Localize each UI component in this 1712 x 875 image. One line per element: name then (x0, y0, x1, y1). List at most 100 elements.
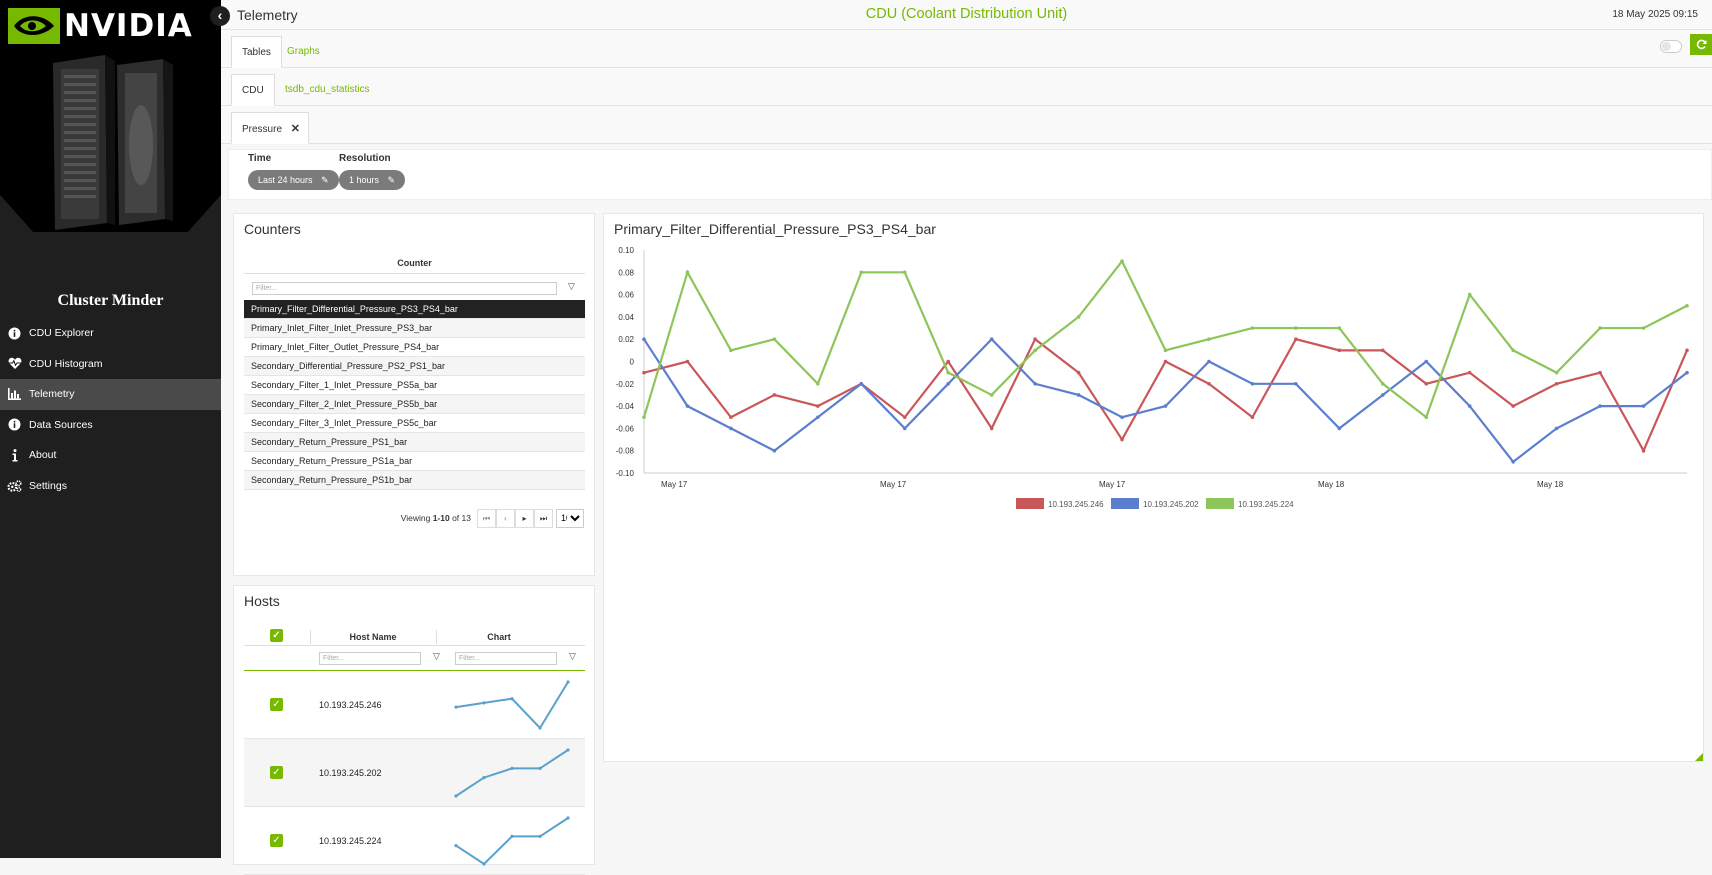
series-point (1294, 337, 1298, 341)
host-ip: 10.193.245.202 (319, 768, 382, 778)
auto-refresh-toggle[interactable] (1660, 40, 1682, 53)
counter-row[interactable]: Secondary_Return_Pressure_PS1b_bar (244, 471, 585, 490)
series-point (642, 370, 646, 375)
counter-list: Primary_Filter_Differential_Pressure_PS3… (244, 300, 585, 490)
nav-item-cdu-explorer[interactable]: CDU Explorer (0, 318, 221, 349)
y-tick-label: 0 (630, 358, 635, 367)
series-point (1380, 348, 1385, 353)
hosts-table-header: ✓ Host Name Chart (244, 629, 585, 646)
counter-row[interactable]: Secondary_Differential_Pressure_PS2_PS1_… (244, 357, 585, 376)
time-range-value: Last 24 hours (258, 175, 313, 185)
series-point (1076, 315, 1081, 319)
series-point (1467, 404, 1472, 408)
nav-item-about[interactable]: About (0, 440, 221, 471)
host-sparkline (454, 816, 570, 866)
counter-row[interactable]: Secondary_Filter_3_Inlet_Pressure_PS5c_b… (244, 414, 585, 433)
chart-filter-input[interactable]: Filter... (455, 652, 557, 665)
tab-pressure[interactable]: Pressure ✕ (231, 112, 310, 144)
filter-funnel-icon[interactable]: ▽ (433, 651, 440, 661)
host-checkbox[interactable]: ✓ (270, 834, 283, 847)
series-point (1207, 337, 1211, 341)
counters-panel: Counters Counter Filter... ▽ Primary_Fil… (233, 213, 595, 576)
host-row[interactable]: ✓ 10.193.245.224 (244, 807, 585, 875)
legend-swatch (1111, 498, 1139, 509)
counter-row[interactable]: Secondary_Return_Pressure_PS1_bar (244, 433, 585, 452)
series-point (642, 337, 646, 341)
pencil-icon: ✎ (321, 175, 329, 185)
close-icon[interactable]: ✕ (290, 123, 301, 135)
series-point (1424, 359, 1429, 364)
series-point (685, 359, 690, 364)
host-name-filter-input[interactable]: Filter... (319, 652, 421, 665)
series-point (729, 348, 733, 353)
host-checkbox[interactable]: ✓ (270, 766, 283, 779)
time-range-pill[interactable]: Last 24 hours ✎ (248, 170, 339, 190)
host-row[interactable]: ✓ 10.193.245.246 (244, 671, 585, 739)
series-point (1554, 370, 1559, 375)
nav-label: CDU Histogram (29, 357, 103, 370)
tab-tsdb-cdu-statistics[interactable]: tsdb_cdu_statistics (285, 84, 370, 95)
host-row[interactable]: ✓ 10.193.245.202 (244, 739, 585, 807)
resolution-pill[interactable]: 1 hours ✎ (339, 170, 406, 190)
tab-tables[interactable]: Tables (231, 36, 282, 68)
series-point (729, 426, 733, 431)
gears-icon (7, 478, 22, 493)
nav-item-data-sources[interactable]: Data Sources (0, 410, 221, 441)
y-tick-label: 0.02 (618, 335, 634, 344)
series-point (1120, 415, 1124, 420)
app-name: Cluster Minder (57, 292, 164, 309)
y-tick-label: -0.06 (616, 424, 635, 433)
filter-funnel-icon[interactable]: ▽ (569, 651, 576, 661)
sparkline-point (482, 701, 486, 705)
series-point (1076, 393, 1081, 397)
nav-label: CDU Explorer (29, 327, 94, 340)
chart-panel: Primary_Filter_Differential_Pressure_PS3… (603, 213, 1704, 762)
y-tick-label: -0.08 (616, 447, 635, 456)
tab-cdu[interactable]: CDU (231, 74, 275, 106)
series-point (859, 270, 864, 275)
y-tick-label: 0.08 (618, 268, 634, 277)
tab-graphs[interactable]: Graphs (287, 46, 320, 57)
series-point (1250, 382, 1255, 386)
select-all-checkbox[interactable]: ✓ (270, 629, 283, 642)
last-page-button[interactable]: ⏭ (534, 508, 553, 528)
counter-row[interactable]: Primary_Filter_Differential_Pressure_PS3… (244, 300, 585, 319)
x-tick-label: May 17 (661, 480, 688, 489)
series-line-2 (642, 259, 1688, 420)
counter-column-header[interactable]: Counter (244, 258, 585, 274)
series-point (1380, 382, 1385, 386)
page-size-select[interactable]: 10 (556, 508, 584, 528)
series-point (1163, 404, 1168, 408)
sparkline-point (454, 705, 458, 709)
nav-item-telemetry[interactable]: Telemetry (0, 379, 221, 410)
nav-item-cdu-histogram[interactable]: CDU Histogram (0, 349, 221, 380)
counter-row[interactable]: Secondary_Return_Pressure_PS1a_bar (244, 452, 585, 471)
series-point (1207, 359, 1211, 364)
counter-row[interactable]: Primary_Inlet_Filter_Inlet_Pressure_PS3_… (244, 319, 585, 338)
y-tick-label: -0.10 (616, 469, 635, 478)
sparkline-point (510, 766, 514, 770)
host-name-column-header[interactable]: Host Name (349, 632, 397, 642)
column-divider (310, 630, 311, 644)
series-point (1120, 437, 1124, 442)
prev-page-button[interactable]: ‹ (496, 508, 515, 528)
heart-pulse-icon (7, 356, 22, 371)
host-checkbox[interactable]: ✓ (270, 698, 283, 711)
nav-item-settings[interactable]: Settings (0, 471, 221, 502)
counter-row[interactable]: Secondary_Filter_2_Inlet_Pressure_PS5b_b… (244, 395, 585, 414)
nav-label: Settings (29, 479, 67, 492)
counter-filter-input[interactable]: Filter... (252, 282, 557, 295)
collapse-sidebar-button[interactable]: ‹ (210, 6, 230, 26)
counter-row[interactable]: Secondary_Filter_1_Inlet_Pressure_PS5a_b… (244, 376, 585, 395)
refresh-button[interactable] (1690, 34, 1712, 55)
series-point (1424, 382, 1429, 386)
counter-row[interactable]: Primary_Inlet_Filter_Outlet_Pressure_PS4… (244, 338, 585, 357)
series-point (989, 393, 994, 397)
resolution-label: Resolution (339, 153, 391, 164)
refresh-icon (1696, 39, 1706, 50)
series-point (1554, 426, 1559, 431)
first-page-button[interactable]: ⏮ (477, 508, 496, 528)
chart-column-header: Chart (487, 632, 511, 642)
next-page-button[interactable]: ▸ (515, 508, 534, 528)
filter-funnel-icon[interactable]: ▽ (568, 281, 575, 291)
